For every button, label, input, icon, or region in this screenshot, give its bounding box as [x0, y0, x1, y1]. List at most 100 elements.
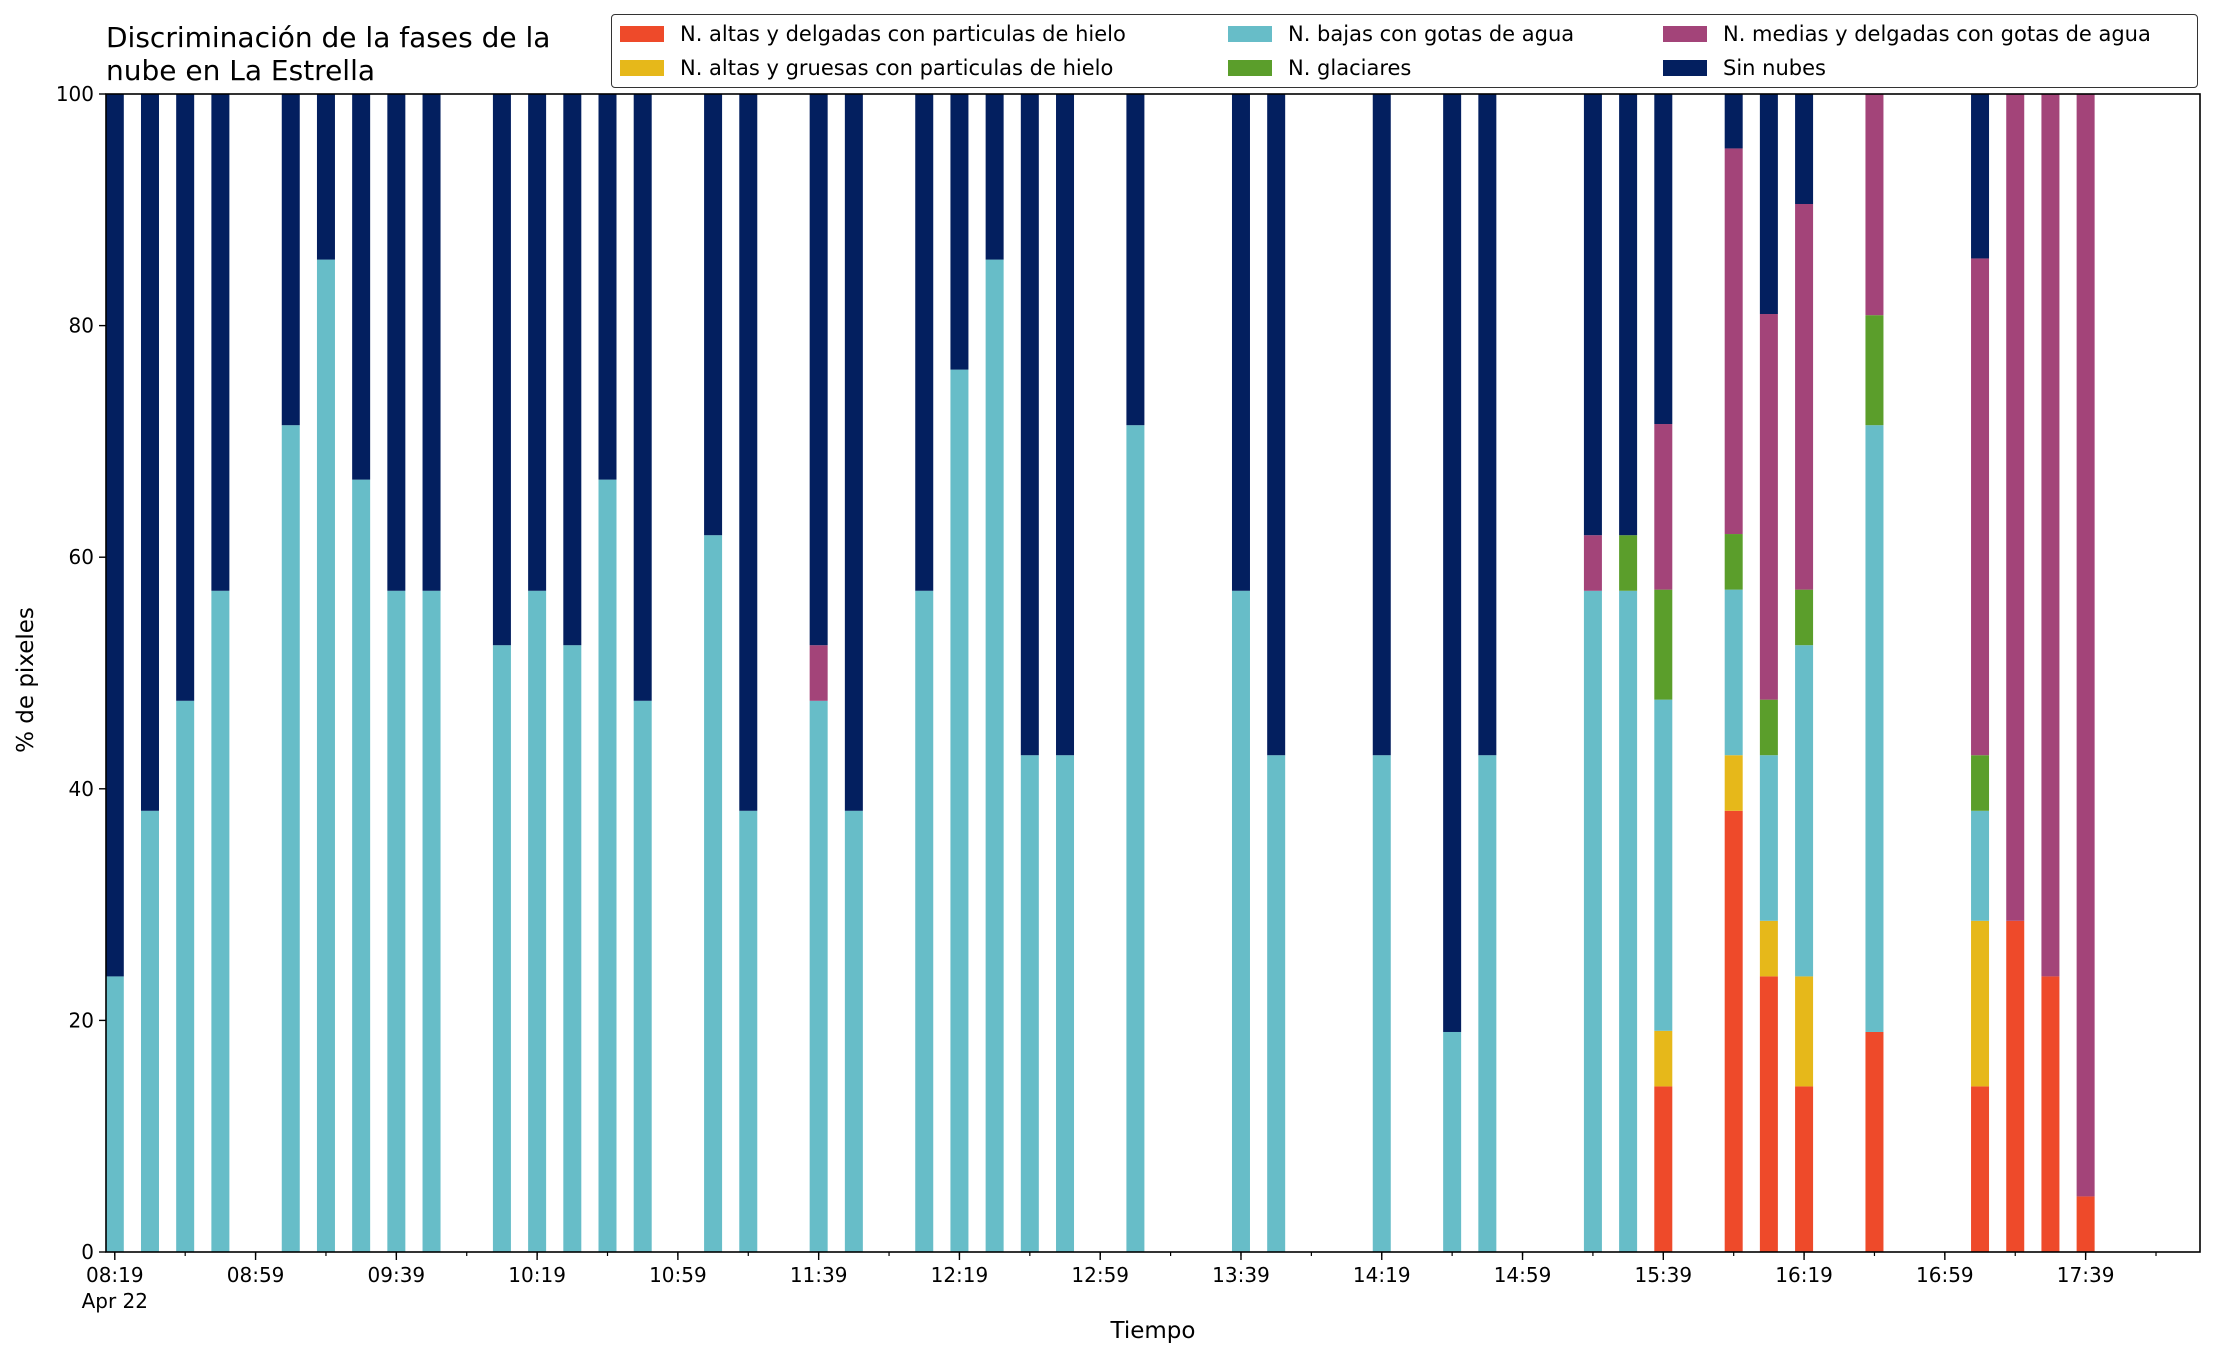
bar-segment-gotas-bajas: [915, 590, 934, 1252]
bar-segment-gotas-bajas: [211, 590, 230, 1252]
bar-segment-hielo-delgadas: [2006, 920, 2025, 1252]
bar-segment-hielo-delgadas: [1654, 1086, 1673, 1252]
bar-segment-gotas-bajas: [704, 535, 723, 1252]
bar-segment-gotas-bajas: [105, 976, 124, 1252]
bar-segment-gotas-bajas: [1443, 1031, 1462, 1252]
bar-segment-hielo-gruesas: [1971, 920, 1990, 1087]
bar-segment-glaciares: [1619, 535, 1638, 591]
legend-item-hielo-gruesas: N. altas y gruesas con particulas de hie…: [620, 53, 1113, 83]
bar-segment-sin-nubes: [1267, 94, 1286, 756]
legend-label: N. altas y gruesas con particulas de hie…: [680, 56, 1114, 80]
bar-segment-sin-nubes: [563, 94, 582, 646]
bar-segment-sin-nubes: [352, 94, 371, 480]
bar-segment-gotas-bajas: [528, 590, 547, 1252]
bar-segment-gotas-medias: [1654, 424, 1673, 590]
bar-segment-gotas-bajas: [1478, 755, 1497, 1252]
bar-segment-gotas-bajas: [1795, 645, 1814, 977]
bar-segment-sin-nubes: [387, 94, 406, 591]
bar-segment-hielo-delgadas: [2076, 1196, 2095, 1252]
bar-segment-gotas-bajas: [352, 479, 371, 1252]
legend-label: N. bajas con gotas de agua: [1288, 22, 1575, 46]
legend-item-gotas-bajas: N. bajas con gotas de agua: [1228, 19, 1574, 49]
legend-swatch: [1228, 26, 1272, 42]
bar-segment-gotas-bajas: [1231, 590, 1250, 1252]
y-axis: 0 20 40 60 80 100: [56, 82, 106, 1264]
bar-segment-sin-nubes: [528, 94, 547, 591]
bar-segment-hielo-gruesas: [1795, 976, 1814, 1087]
bar-segment-sin-nubes: [1583, 94, 1602, 536]
bar-segment-gotas-bajas: [140, 810, 159, 1252]
bar-segment-hielo-gruesas: [1654, 1030, 1673, 1087]
bar-segment-gotas-bajas: [1971, 810, 1990, 921]
legend-item-sin-nubes: Sin nubes: [1663, 53, 1826, 83]
bar-segment-gotas-bajas: [1267, 755, 1286, 1252]
bar-segment-gotas-bajas: [985, 259, 1004, 1253]
legend: N. altas y delgadas con particulas de hi…: [611, 14, 2198, 88]
x-tick-label: 08:19: [86, 1263, 144, 1287]
chart-title-line-1: Discriminación de la fases de la: [106, 21, 551, 54]
bar-segment-hielo-delgadas: [1971, 1086, 1990, 1252]
bar-segment-sin-nubes: [140, 94, 159, 811]
bar-segment-sin-nubes: [1443, 94, 1462, 1032]
x-tick-label: 12:59: [1071, 1263, 1129, 1287]
bar-segment-gotas-bajas: [316, 259, 335, 1253]
y-axis-label: % de pixeles: [13, 607, 39, 753]
bar-segment-gotas-bajas: [1372, 755, 1391, 1252]
legend-item-hielo-delgadas: N. altas y delgadas con particulas de hi…: [620, 19, 1126, 49]
bar-segment-gotas-bajas: [950, 369, 969, 1253]
bar-segment-glaciares: [1971, 755, 1990, 811]
plot-frame: [105, 93, 2201, 1253]
x-tick-label: 16:59: [1916, 1263, 1974, 1287]
bar-segment-sin-nubes: [1759, 94, 1778, 315]
bar-segment-sin-nubes: [1619, 94, 1638, 536]
bar-segment-gotas-bajas: [633, 700, 652, 1252]
bar-segment-sin-nubes: [1724, 94, 1743, 149]
bar-segment-glaciares: [1865, 315, 1884, 426]
bar-segment-gotas-medias: [1971, 258, 1990, 756]
bar-segment-sin-nubes: [1056, 94, 1075, 756]
bar-segment-gotas-medias: [1865, 94, 1884, 316]
bar-segment-gotas-bajas: [422, 590, 441, 1252]
y-tick-label: 100: [56, 82, 94, 106]
legend-swatch: [1663, 60, 1707, 76]
x-tick-label: 14:19: [1353, 1263, 1411, 1287]
bar-segment-sin-nubes: [633, 94, 652, 701]
y-tick-label: 0: [81, 1240, 94, 1264]
bar-segment-hielo-gruesas: [1724, 755, 1743, 811]
bar-segment-sin-nubes: [1372, 94, 1391, 756]
bar-segment-gotas-bajas: [563, 645, 582, 1252]
bar-segment-gotas-bajas: [739, 810, 758, 1252]
bar-segment-gotas-bajas: [387, 590, 406, 1252]
x-tick-label: 16:19: [1775, 1263, 1833, 1287]
bar-segment-hielo-gruesas: [1759, 920, 1778, 977]
bar-segment-hielo-delgadas: [1724, 810, 1743, 1252]
bar-segment-hielo-delgadas: [2041, 976, 2060, 1252]
bar-segment-sin-nubes: [915, 94, 934, 591]
bar-segment-gotas-bajas: [1865, 425, 1884, 1032]
bar-segment-gotas-bajas: [1020, 755, 1039, 1252]
bar-segment-gotas-bajas: [1583, 590, 1602, 1252]
bar-segment-sin-nubes: [704, 94, 723, 536]
bar-segment-sin-nubes: [1971, 94, 1990, 259]
bar-segment-sin-nubes: [1654, 94, 1673, 425]
bar-segment-gotas-bajas: [281, 425, 300, 1252]
x-tick-label: 08:59: [227, 1263, 285, 1287]
legend-item-glaciares: N. glaciares: [1228, 53, 1411, 83]
legend-label: N. medias y delgadas con gotas de agua: [1723, 22, 2151, 46]
bar-segment-gotas-bajas: [1654, 699, 1673, 1031]
chart-title-line-2: nube en La Estrella: [106, 54, 376, 87]
bar-segment-sin-nubes: [492, 94, 511, 646]
bar-segment-gotas-medias: [809, 645, 828, 701]
legend-label: Sin nubes: [1723, 56, 1826, 80]
bar-segment-sin-nubes: [950, 94, 969, 370]
bar-segment-gotas-bajas: [176, 700, 195, 1252]
bar-segment-gotas-bajas: [1724, 589, 1743, 756]
bar-segment-sin-nubes: [809, 94, 828, 646]
legend-swatch: [620, 26, 664, 42]
y-tick-label: 80: [69, 314, 94, 338]
bar-segment-gotas-bajas: [844, 810, 863, 1252]
y-tick-label: 40: [69, 777, 94, 801]
y-tick-label: 20: [69, 1008, 94, 1032]
bar-segment-glaciares: [1654, 589, 1673, 700]
